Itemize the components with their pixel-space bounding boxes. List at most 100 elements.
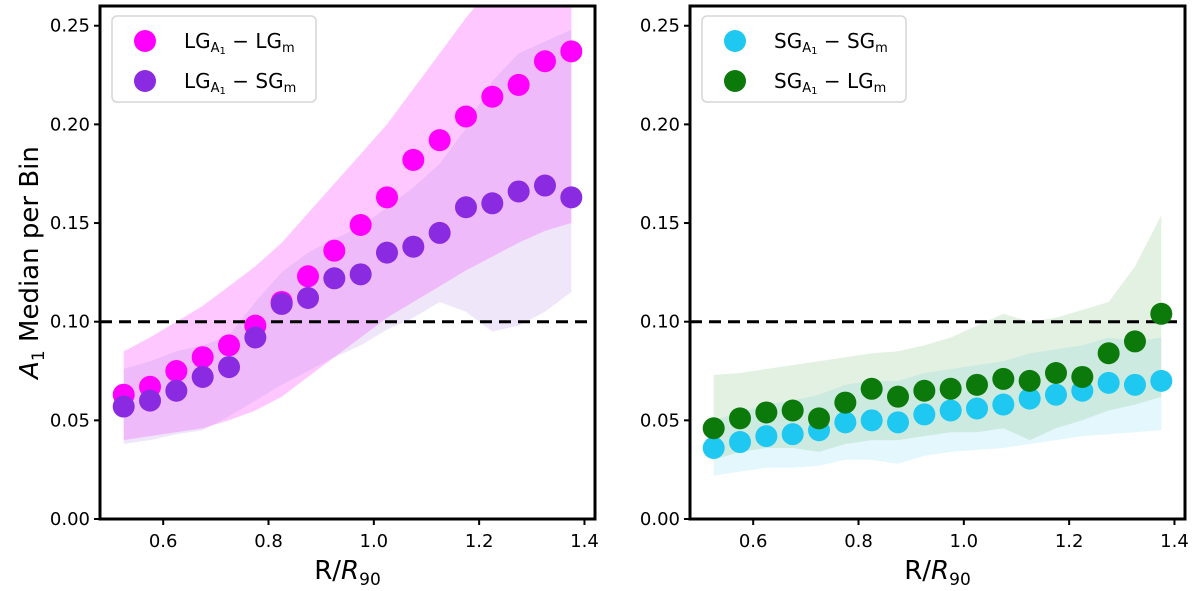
x-tick-label: 0.6	[149, 531, 178, 552]
point-series-1	[165, 379, 188, 402]
point-series-1	[560, 186, 583, 209]
point-series-0	[481, 85, 504, 108]
legend-marker	[134, 70, 156, 92]
x-tick-label: 0.6	[739, 531, 768, 552]
x-tick-label: 1.0	[360, 531, 389, 552]
y-tick-label: 0.20	[50, 114, 90, 135]
point-series-0	[297, 265, 320, 288]
y-axis-label-italic: A	[15, 361, 45, 381]
legend-label-main2: LG	[255, 29, 282, 53]
point-series-1	[755, 401, 778, 424]
point-series-1	[191, 365, 214, 388]
point-series-1	[270, 292, 293, 315]
y-tick-label: 0.00	[50, 509, 90, 530]
x-axis-label: R/R90	[314, 556, 381, 590]
point-series-0	[533, 50, 556, 73]
point-series-0	[1044, 383, 1067, 406]
x-tick-label: 1.4	[570, 531, 599, 552]
legend-label-subsub1: 1	[811, 46, 817, 57]
y-tick-label: 0.25	[50, 16, 90, 37]
point-series-0	[860, 409, 883, 432]
x-tick-label: 1.4	[1160, 531, 1189, 552]
legend-label-subsub1: 1	[811, 86, 817, 97]
legend-label-sub2: m	[284, 81, 297, 96]
point-series-1	[402, 235, 425, 258]
point-series-1	[375, 241, 398, 264]
point-series-1	[1018, 369, 1041, 392]
x-tick-label: 1.2	[465, 531, 494, 552]
point-series-1	[244, 326, 267, 349]
y-tick-label: 0.25	[640, 16, 680, 37]
point-series-0	[191, 346, 214, 369]
point-series-1	[729, 407, 752, 430]
x-axis-label-main: R/	[904, 556, 931, 586]
point-series-1	[1123, 330, 1146, 353]
point-series-1	[454, 196, 477, 219]
legend-label-sub2: m	[875, 41, 888, 56]
legend-label-main1: LG	[184, 29, 211, 53]
legend-label: SGA1 − SGm	[774, 29, 888, 57]
point-series-0	[729, 431, 752, 454]
point-series-0	[939, 399, 962, 422]
point-series-1	[1097, 342, 1120, 365]
point-series-1	[834, 391, 857, 414]
legend-label-mid: −	[817, 29, 846, 53]
point-series-1	[323, 267, 346, 290]
point-series-0	[781, 423, 804, 446]
legend-marker	[134, 30, 156, 52]
point-series-1	[1044, 361, 1067, 384]
legend-label: LGA1 − LGm	[184, 29, 295, 57]
point-series-1	[218, 356, 241, 379]
legend-label-subsub1: 1	[220, 46, 226, 57]
legend-label-subsub1: 1	[220, 86, 226, 97]
legend-label-sub1: A	[802, 81, 811, 96]
point-series-1	[533, 174, 556, 197]
point-series-0	[992, 393, 1015, 416]
point-series-0	[507, 73, 530, 96]
legend-label-main1: LG	[184, 69, 211, 93]
y-tick-label: 0.05	[640, 410, 680, 431]
point-series-1	[781, 399, 804, 422]
x-tick-label: 0.8	[844, 531, 873, 552]
x-axis-label: R/R90	[904, 556, 971, 590]
point-series-0	[165, 360, 188, 383]
x-axis-label-italic: R	[931, 556, 949, 586]
point-series-0	[834, 411, 857, 434]
point-series-0	[1150, 369, 1173, 392]
x-axis-label-main: R/	[314, 556, 341, 586]
point-series-1	[349, 263, 372, 286]
x-tick-label: 1.2	[1055, 531, 1084, 552]
point-series-1	[939, 377, 962, 400]
legend-marker	[724, 70, 746, 92]
y-axis-label-sub: 1	[29, 350, 49, 361]
point-series-1	[808, 407, 831, 430]
legend-label-sub2: m	[282, 41, 295, 56]
y-axis-label-rest: Median per Bin	[15, 146, 45, 350]
point-series-0	[402, 148, 425, 171]
y-axis-label: A1 Median per Bin	[15, 146, 49, 381]
plot-area	[100, 6, 595, 444]
y-tick-label: 0.15	[50, 213, 90, 234]
left-panel: 0.6 0.8 1.0 1.2 1.4 0.00 0.05 0.10 0.15 0.20 0.25 R…	[15, 4, 599, 590]
point-series-1	[1071, 365, 1094, 388]
point-series-0	[913, 403, 936, 426]
point-series-0	[1123, 373, 1146, 396]
x-tick-label: 1.0	[950, 531, 979, 552]
x-axis-label-italic: R	[341, 556, 359, 586]
point-series-0	[887, 411, 910, 434]
point-series-1	[860, 377, 883, 400]
point-series-0	[375, 186, 398, 209]
legend-box	[701, 15, 907, 103]
point-series-0	[1097, 371, 1120, 394]
point-series-0	[702, 436, 725, 459]
y-tick-label: 0.20	[640, 114, 680, 135]
legend-label-sub1: A	[211, 41, 220, 56]
point-series-0	[349, 214, 372, 237]
x-axis-label-sub: 90	[949, 570, 971, 590]
point-series-1	[992, 367, 1015, 390]
point-series-0	[1018, 387, 1041, 410]
point-series-1	[965, 373, 988, 396]
legend-label-mid: −	[226, 69, 255, 93]
point-series-1	[507, 180, 530, 203]
